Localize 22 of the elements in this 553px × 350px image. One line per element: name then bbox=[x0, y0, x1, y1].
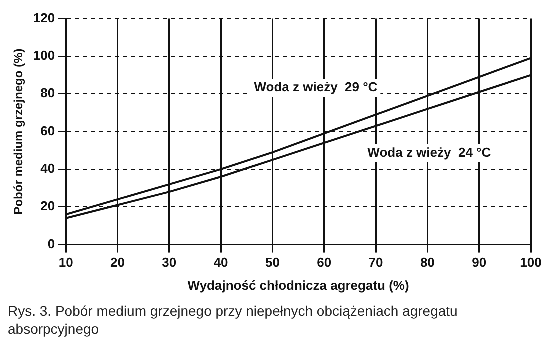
x-axis-title: Wydajność chłodnicza agregatu (%) bbox=[188, 278, 410, 293]
text: Rys. 3. Pobór medium grzejnego przy niepełnych obciążeniach agregatu absorpcyjnego bbox=[8, 302, 459, 338]
x-tick-label: 90 bbox=[472, 255, 487, 270]
x-tick-label: 60 bbox=[317, 255, 332, 270]
y-tick-label: 0 bbox=[48, 236, 56, 252]
x-tick-label: 50 bbox=[265, 255, 280, 270]
y-tick-label: 60 bbox=[40, 123, 56, 138]
x-tick-label: 100 bbox=[520, 255, 542, 270]
y-tick-label: 20 bbox=[40, 198, 56, 214]
y-tick-label: 120 bbox=[33, 10, 56, 26]
series-label: Woda z wieży 24 °C bbox=[368, 144, 492, 160]
x-tick-label: 40 bbox=[214, 255, 228, 270]
x-tick-label: 80 bbox=[420, 255, 435, 270]
x-tick-label: 20 bbox=[110, 255, 125, 270]
x-tick-label: 30 bbox=[162, 255, 177, 270]
y-tick-label: 80 bbox=[40, 86, 56, 101]
x-tick-label: 10 bbox=[58, 255, 74, 270]
x-tick-label: 70 bbox=[368, 255, 384, 270]
y-tick-label: 40 bbox=[40, 161, 56, 176]
y-tick-label: 100 bbox=[33, 48, 56, 64]
y-axis-title: Pobór medium grzejnego (%) bbox=[12, 48, 26, 215]
series-label: Woda z wieży 29 °C bbox=[254, 80, 378, 95]
